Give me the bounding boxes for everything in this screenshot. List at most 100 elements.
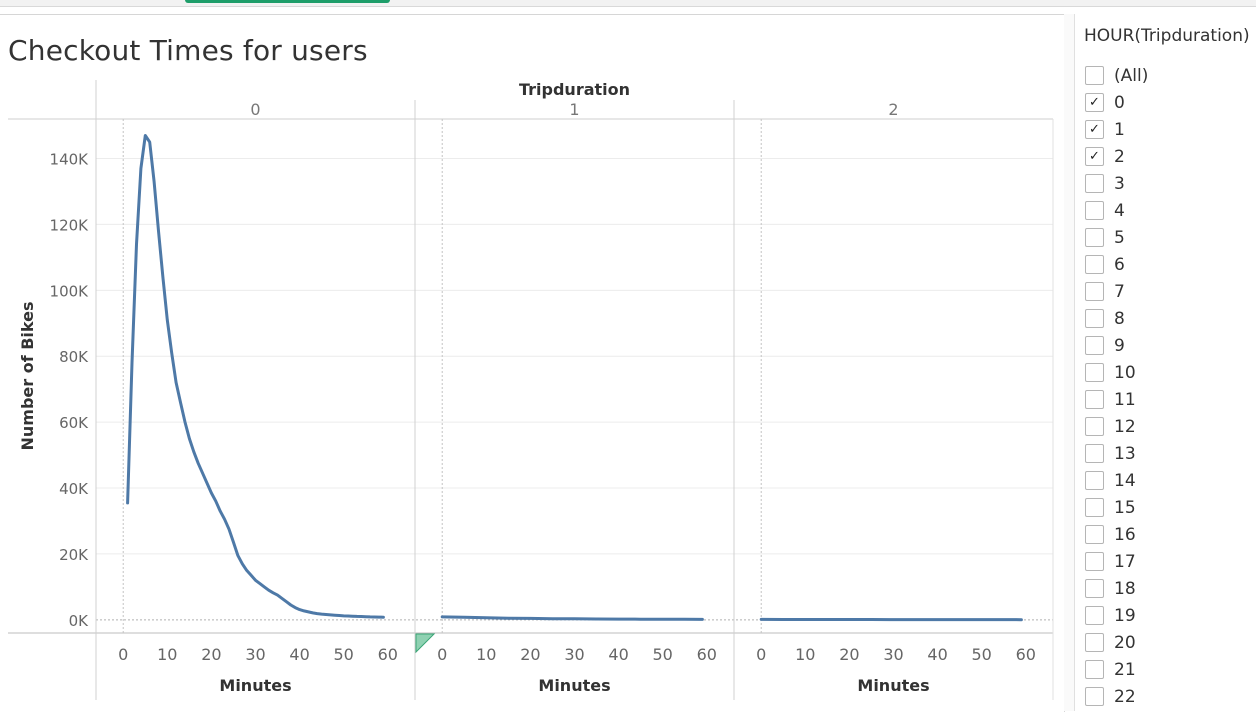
trip-duration-chart: 0K20K40K60K80K100K120K140KTripdurationNu… (0, 0, 1064, 711)
checkbox-icon[interactable] (1085, 498, 1104, 517)
filter-item-label: 14 (1114, 471, 1136, 491)
filter-title: HOUR(Tripduration) (1084, 26, 1250, 46)
checkbox-icon[interactable] (1085, 444, 1104, 463)
filter-item[interactable]: 3 (1085, 170, 1148, 197)
checkbox-icon[interactable] (1085, 471, 1104, 490)
y-tick-label: 100K (50, 282, 90, 300)
x-tick-label: 60 (697, 645, 717, 664)
filter-item[interactable]: 10 (1085, 359, 1148, 386)
checkbox-icon[interactable] (1085, 201, 1104, 220)
filter-item-label: 15 (1114, 498, 1136, 518)
checkbox-icon[interactable] (1085, 228, 1104, 247)
filter-item[interactable]: 5 (1085, 224, 1148, 251)
filter-item[interactable]: 12 (1085, 413, 1148, 440)
filter-item[interactable]: 14 (1085, 467, 1148, 494)
filter-item-label: 2 (1114, 147, 1125, 167)
filter-item-label: 11 (1114, 390, 1136, 410)
x-tick-label: 50 (972, 645, 992, 664)
filter-item[interactable]: (All) (1085, 62, 1148, 89)
filter-item[interactable]: 18 (1085, 575, 1148, 602)
x-axis-label: Minutes (538, 676, 610, 695)
checkbox-checked-icon[interactable]: ✓ (1085, 93, 1104, 112)
checkbox-icon[interactable] (1085, 687, 1104, 706)
filter-item[interactable]: 15 (1085, 494, 1148, 521)
filter-item[interactable]: ✓0 (1085, 89, 1148, 116)
x-tick-label: 60 (378, 645, 398, 664)
y-axis-label: Number of Bikes (18, 301, 37, 450)
filter-item[interactable]: 16 (1085, 521, 1148, 548)
x-tick-label: 20 (839, 645, 859, 664)
checkbox-icon[interactable] (1085, 336, 1104, 355)
filter-item-label: 20 (1114, 633, 1136, 653)
checkbox-icon[interactable] (1085, 660, 1104, 679)
filter-item-label: 19 (1114, 606, 1136, 626)
page-title: Checkout Times for users (8, 34, 368, 67)
checkbox-icon[interactable] (1085, 552, 1104, 571)
x-tick-label: 40 (289, 645, 309, 664)
x-tick-label: 0 (437, 645, 447, 664)
filter-item[interactable]: 13 (1085, 440, 1148, 467)
checkbox-icon[interactable] (1085, 66, 1104, 85)
filter-item-label: 6 (1114, 255, 1125, 275)
checkbox-icon[interactable] (1085, 633, 1104, 652)
filter-item[interactable]: ✓2 (1085, 143, 1148, 170)
filter-item[interactable]: 22 (1085, 683, 1148, 710)
filter-item-label: 21 (1114, 660, 1136, 680)
panel-label: 0 (250, 100, 260, 119)
y-tick-label: 80K (59, 348, 89, 366)
column-header: Tripduration (519, 80, 630, 99)
filter-item[interactable]: 20 (1085, 629, 1148, 656)
sheet-scrollbar[interactable] (1064, 14, 1074, 711)
filter-item[interactable]: 4 (1085, 197, 1148, 224)
checkbox-icon[interactable] (1085, 606, 1104, 625)
x-tick-label: 30 (883, 645, 903, 664)
x-tick-label: 20 (520, 645, 540, 664)
filter-item-label: (All) (1114, 66, 1148, 86)
x-tick-label: 10 (476, 645, 496, 664)
checkbox-icon[interactable] (1085, 390, 1104, 409)
filter-item[interactable]: 7 (1085, 278, 1148, 305)
x-tick-label: 10 (795, 645, 815, 664)
checkbox-icon[interactable] (1085, 579, 1104, 598)
filter-item[interactable]: 8 (1085, 305, 1148, 332)
filter-item[interactable]: 21 (1085, 656, 1148, 683)
filter-item-label: 13 (1114, 444, 1136, 464)
checkbox-icon[interactable] (1085, 417, 1104, 436)
y-tick-label: 40K (59, 480, 89, 498)
checkbox-icon[interactable] (1085, 282, 1104, 301)
checkbox-checked-icon[interactable]: ✓ (1085, 120, 1104, 139)
checkbox-checked-icon[interactable]: ✓ (1085, 147, 1104, 166)
y-tick-label: 20K (59, 546, 89, 564)
checkbox-icon[interactable] (1085, 363, 1104, 382)
x-tick-label: 20 (201, 645, 221, 664)
filter-item[interactable]: 19 (1085, 602, 1148, 629)
filter-item-label: 16 (1114, 525, 1136, 545)
panel-label: 2 (888, 100, 898, 119)
filter-item[interactable]: 11 (1085, 386, 1148, 413)
filter-item[interactable]: 17 (1085, 548, 1148, 575)
filter-item-label: 18 (1114, 579, 1136, 599)
selection-marker (416, 634, 434, 652)
series-line (128, 136, 384, 618)
filter-item[interactable]: ✓1 (1085, 116, 1148, 143)
checkbox-icon[interactable] (1085, 255, 1104, 274)
checkbox-icon[interactable] (1085, 174, 1104, 193)
filter-item-label: 8 (1114, 309, 1125, 329)
filter-item-label: 10 (1114, 363, 1136, 383)
series-line (442, 617, 702, 620)
filter-item-label: 1 (1114, 120, 1125, 140)
y-tick-label: 120K (50, 216, 90, 234)
filter-item[interactable]: 6 (1085, 251, 1148, 278)
filter-item[interactable]: 9 (1085, 332, 1148, 359)
checkbox-icon[interactable] (1085, 525, 1104, 544)
filter-item-label: 5 (1114, 228, 1125, 248)
checkbox-icon[interactable] (1085, 309, 1104, 328)
x-tick-label: 0 (118, 645, 128, 664)
x-tick-label: 50 (334, 645, 354, 664)
filter-item-label: 0 (1114, 93, 1125, 113)
x-tick-label: 60 (1016, 645, 1036, 664)
filter-item-label: 12 (1114, 417, 1136, 437)
x-tick-label: 10 (157, 645, 177, 664)
